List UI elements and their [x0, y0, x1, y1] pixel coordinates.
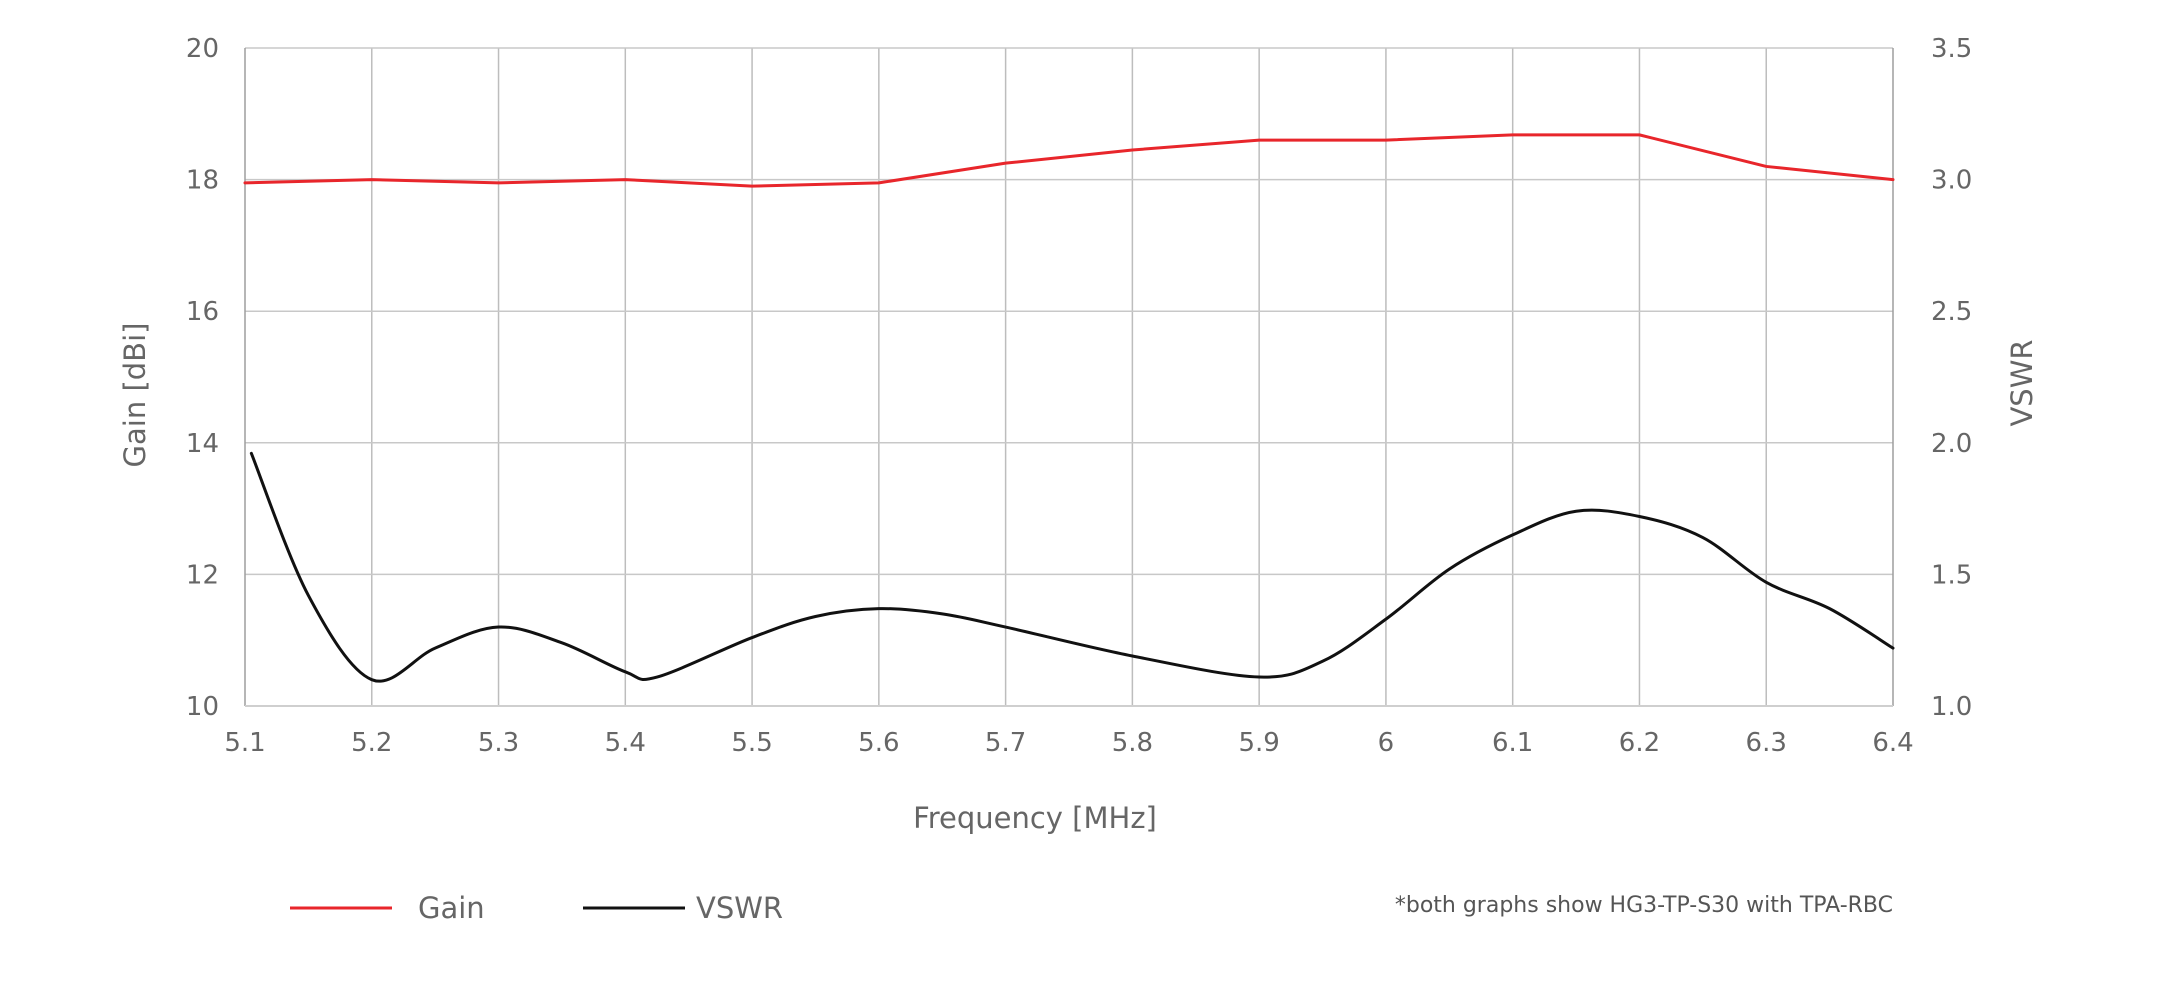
x-tick-label: 5.6 [858, 728, 899, 758]
axes [244, 48, 1894, 707]
y-tick-label-right: 3.5 [1931, 34, 1972, 64]
x-tick-label: 6.4 [1872, 728, 1913, 758]
series-layer [243, 133, 1895, 683]
series-line-gain [243, 133, 1895, 188]
x-tick-label: 5.9 [1238, 728, 1279, 758]
tick-labels: 5.1 5.2 5.3 5.4 5.5 5.6 5.7 5.8 5.9 6 6.1 6.2 6.3 6.4… [186, 34, 1972, 758]
x-tick-label: 6 [1378, 728, 1395, 758]
y-tick-label-left: 12 [186, 560, 219, 590]
y-tick-label-left: 20 [186, 34, 219, 64]
y-tick-label-left: 18 [186, 166, 219, 196]
x-tick-label: 5.7 [985, 728, 1026, 758]
y-tick-label-left: 10 [186, 692, 219, 722]
legend: Gain VSWR [290, 891, 783, 925]
y-tick-label-right: 1.0 [1931, 692, 1972, 722]
x-tick-label: 6.1 [1492, 728, 1533, 758]
x-tick-label: 6.2 [1619, 728, 1660, 758]
y-axis-title-right: VSWR [2005, 339, 2039, 426]
legend-label-vswr: VSWR [696, 891, 783, 925]
y-tick-label-right: 1.5 [1931, 560, 1972, 590]
x-tick-label: 5.1 [224, 728, 265, 758]
footnote: *both graphs show HG3-TP-S30 with TPA-RB… [1395, 893, 1893, 918]
y-axis-title-left: Gain [dBi] [118, 323, 152, 468]
x-tick-label: 5.5 [731, 728, 772, 758]
y-tick-label-left: 14 [186, 429, 219, 459]
y-tick-label-right: 2.0 [1931, 429, 1972, 459]
x-tick-label: 5.3 [478, 728, 519, 758]
grid [245, 47, 1893, 707]
y-tick-label-right: 3.0 [1931, 166, 1972, 196]
y-tick-label-right: 2.5 [1931, 297, 1972, 327]
legend-label-gain: Gain [418, 891, 485, 925]
x-tick-label: 5.8 [1112, 728, 1153, 758]
series-line-vswr [249, 451, 1895, 683]
y-tick-label-left: 16 [186, 297, 219, 327]
x-tick-label: 6.3 [1746, 728, 1787, 758]
x-tick-label: 5.4 [605, 728, 646, 758]
x-axis-title: Frequency [MHz] [913, 801, 1157, 835]
x-tick-label: 5.2 [351, 728, 392, 758]
